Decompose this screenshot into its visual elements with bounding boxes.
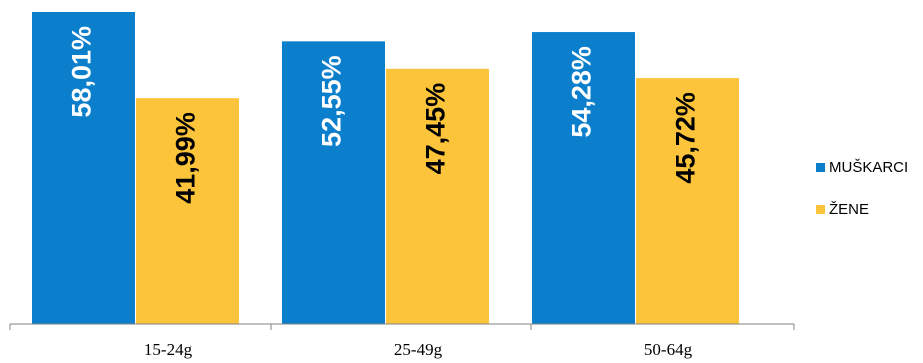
bar-labels-group: 58,01% 41,99% 52,55% 47,45% 54,28% 45,72% (67, 26, 701, 204)
bar-muskarci-25-49g (282, 41, 385, 325)
x-ticks-group (9, 324, 795, 330)
bar-value-label: 52,55% (317, 55, 347, 147)
legend-label: MUŠKARCI (829, 159, 908, 176)
bar-value-label: 54,28% (567, 46, 597, 138)
bar-value-label: 47,45% (421, 83, 451, 175)
bars-group (32, 12, 739, 325)
bar-muskarci-50-64g (532, 32, 635, 324)
x-tick-label: 25-49g (394, 340, 443, 359)
x-tick-labels-group: 15-24g 25-49g 50-64g (144, 340, 693, 359)
bar-zene-25-49g (386, 68, 489, 325)
bar-zene-50-64g (636, 78, 739, 324)
legend-swatch (816, 163, 825, 172)
bar-value-label: 58,01% (67, 26, 97, 118)
bar-muskarci-15-24g (32, 12, 135, 324)
x-tick-label: 15-24g (144, 340, 193, 359)
x-tick-label: 50-64g (644, 340, 693, 359)
legend-label: ŽENE (829, 201, 869, 218)
legend: MUŠKARCI ŽENE (816, 159, 908, 218)
bar-zene-15-24g (136, 98, 239, 324)
bar-value-label: 41,99% (171, 112, 201, 204)
bar-value-label: 45,72% (671, 92, 701, 184)
legend-swatch (816, 205, 825, 214)
